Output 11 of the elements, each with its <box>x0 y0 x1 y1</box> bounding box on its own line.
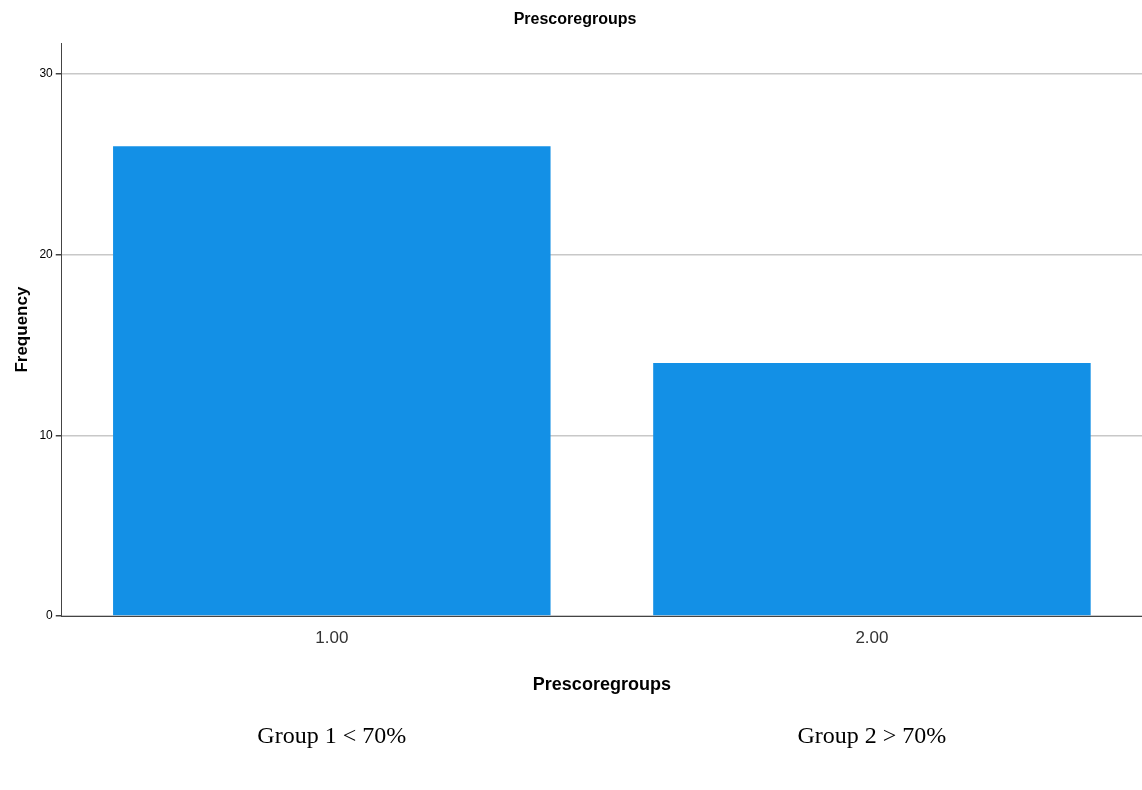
text: Group 2 > 70% <box>797 722 947 749</box>
y-tick-label: 30 <box>39 66 54 81</box>
text: Group 1 < 70% <box>257 722 407 749</box>
y-tick-label: 10 <box>39 427 54 442</box>
y-axis-title: Frequency <box>11 286 31 373</box>
x-axis-title: Prescoregroups <box>532 674 671 695</box>
x-tick-label: 1.00 <box>315 627 349 647</box>
y-tick-label: 0 <box>46 608 54 623</box>
y-tick-label: 20 <box>39 246 54 261</box>
x-tick-label: 2.00 <box>855 627 889 647</box>
chart-title: Prescoregroups <box>513 10 637 28</box>
